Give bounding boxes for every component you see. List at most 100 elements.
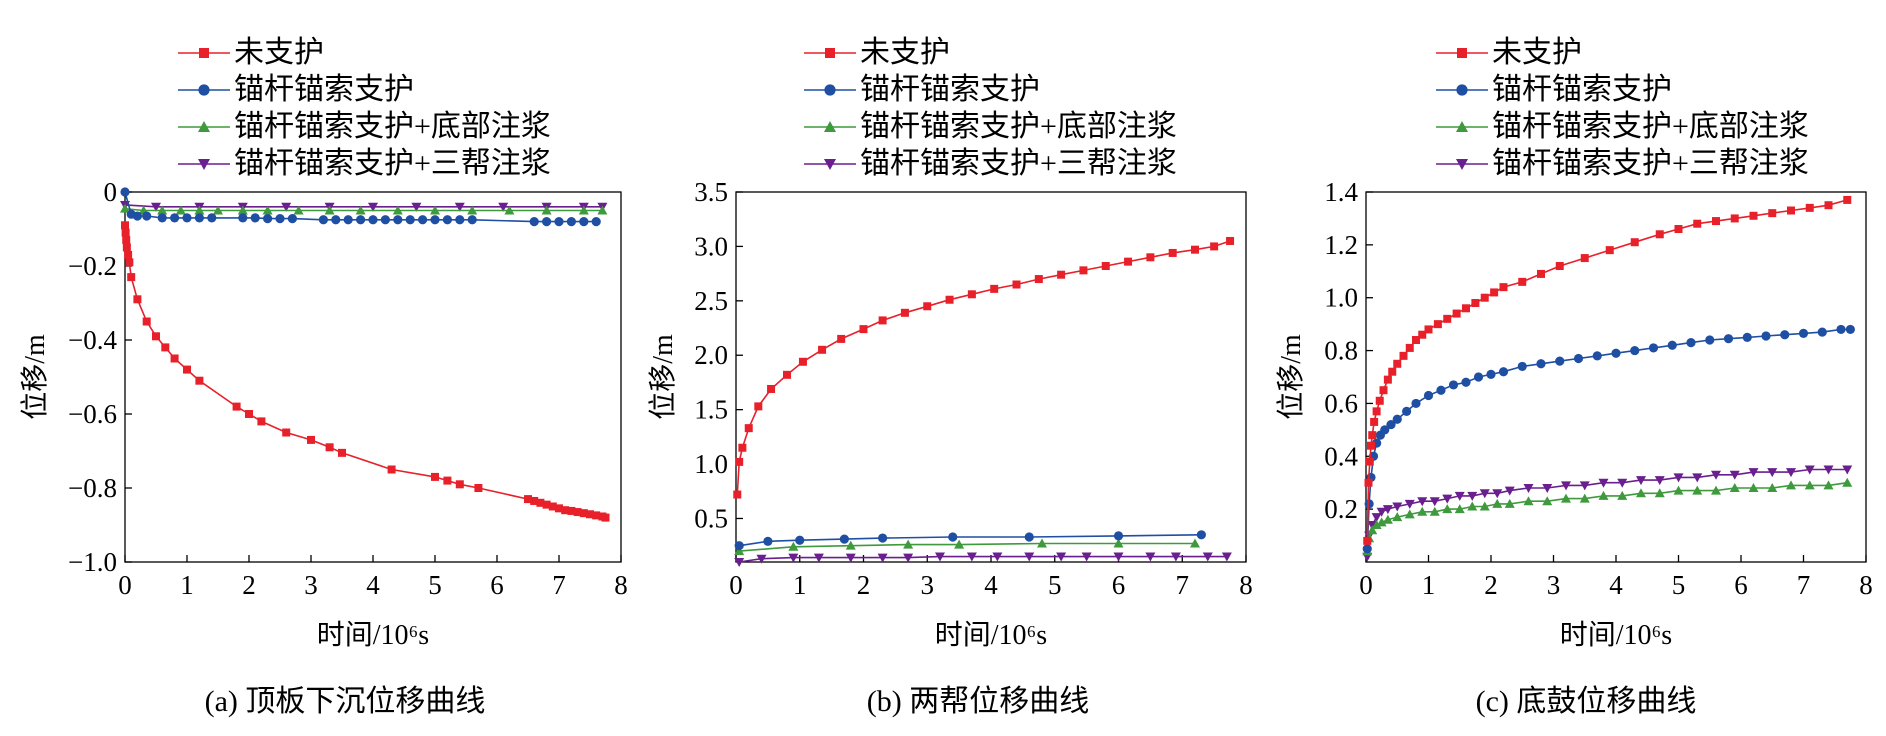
data-point: [592, 511, 601, 520]
data-point: [1079, 266, 1088, 275]
x-tick-label: 6: [490, 570, 504, 600]
data-point: [1518, 277, 1527, 286]
data-point: [1542, 484, 1553, 493]
data-point: [125, 258, 134, 267]
chart-plot: 0 1 2 3 4 5 6 7 8 0.2 0.4 0.6 0.8 1.0 1.2 1.4 时间/10⁶s 位移/…: [1275, 177, 1873, 651]
data-point: [132, 211, 142, 221]
data-point: [555, 504, 563, 513]
data-point: [1555, 262, 1564, 270]
data-point: [1473, 372, 1484, 382]
y-tick-label: −0.4: [68, 325, 117, 355]
data-point: [498, 202, 509, 212]
data-point: [1429, 497, 1440, 507]
legend-swatch: [1436, 121, 1488, 132]
data-point: [1749, 211, 1758, 220]
data-point: [1367, 441, 1375, 450]
data-point: [923, 302, 932, 311]
data-point: [1673, 485, 1684, 495]
x-tick-label: 7: [1176, 570, 1190, 600]
data-point: [1492, 498, 1503, 508]
data-point: [1467, 501, 1478, 511]
data-point: [1365, 457, 1374, 466]
data-point: [1804, 480, 1815, 490]
x-tick-label: 2: [1484, 570, 1498, 600]
chart-caption: (b) 两帮位移曲线: [866, 685, 1090, 718]
data-point: [1542, 496, 1553, 506]
data-point: [1836, 324, 1846, 335]
data-point: [578, 205, 589, 215]
legend-label: 锚杆锚索支护: [1492, 73, 1672, 106]
data-point: [767, 384, 776, 393]
data-point: [195, 376, 204, 385]
x-tick-label: 8: [1859, 570, 1873, 600]
data-point: [1693, 219, 1702, 228]
data-point: [1537, 269, 1545, 278]
data-point: [1617, 490, 1628, 500]
data-point: [756, 554, 767, 564]
data-point: [1364, 478, 1373, 487]
data-point: [1442, 494, 1453, 504]
x-tick-label: 3: [304, 570, 318, 600]
legend-swatch: [804, 48, 856, 58]
data-point: [1712, 217, 1720, 226]
data-point: [1382, 514, 1393, 524]
legend-label: 锚杆锚索支护+三帮注浆: [1492, 147, 1809, 180]
data-point: [1648, 343, 1659, 353]
data-point: [1382, 505, 1393, 515]
data-point: [579, 509, 588, 518]
data-point: [1454, 491, 1465, 501]
data-point: [1498, 367, 1509, 377]
data-point: [504, 205, 515, 215]
data-point: [1168, 248, 1177, 257]
legend-marker: [824, 121, 836, 132]
x-tick-label: 2: [857, 570, 871, 600]
data-point: [275, 214, 285, 224]
data-point: [1845, 324, 1855, 335]
data-point: [1376, 517, 1387, 527]
data-point: [1113, 531, 1124, 541]
data-point: [1823, 465, 1834, 475]
data-point: [430, 215, 440, 225]
x-tick-label: 7: [1797, 570, 1811, 600]
data-point: [1034, 275, 1043, 284]
legend-marker: [198, 159, 210, 170]
data-point: [1057, 270, 1066, 279]
series-line: [1366, 468, 1848, 557]
plot-frame: [735, 191, 1247, 563]
data-point: [157, 205, 168, 215]
y-tick-label: 1.0: [1324, 283, 1358, 313]
data-point: [1786, 468, 1796, 478]
x-axis-label: 时间/10⁶s: [317, 619, 429, 651]
data-point: [1221, 552, 1232, 562]
data-point: [1742, 332, 1752, 342]
legend-label: 未支护: [234, 36, 324, 69]
data-point: [1462, 304, 1470, 313]
data-point: [1579, 493, 1590, 503]
legend-marker: [198, 84, 210, 96]
data-point: [1523, 496, 1534, 506]
data-point: [1471, 299, 1480, 307]
data-point: [845, 540, 856, 550]
data-point: [554, 217, 564, 227]
data-point: [1081, 552, 1092, 562]
data-point: [1372, 407, 1381, 416]
x-axis-label: 时间/10⁶s: [1560, 619, 1672, 651]
data-point: [1504, 498, 1515, 508]
chart-plot: 0 1 2 3 4 5 6 7 8 0.5 1.0 1.5 2.0 2.5 3.0 3.5 时间/10⁶s 位移/…: [647, 177, 1253, 651]
x-tick-label: 8: [1239, 570, 1253, 600]
y-tick-label: 1.5: [694, 395, 728, 425]
legend-marker: [825, 48, 835, 58]
data-point: [591, 217, 601, 227]
data-point: [1375, 396, 1384, 405]
series-line: [124, 207, 603, 212]
legend-marker: [199, 48, 209, 58]
data-point: [1024, 552, 1035, 562]
data-point: [798, 357, 807, 366]
data-point: [1692, 473, 1703, 483]
data-point: [573, 508, 582, 517]
legend-label: 锚杆锚索支护: [234, 73, 414, 106]
data-point: [1399, 351, 1408, 360]
data-point: [175, 205, 186, 215]
data-point: [990, 284, 999, 293]
